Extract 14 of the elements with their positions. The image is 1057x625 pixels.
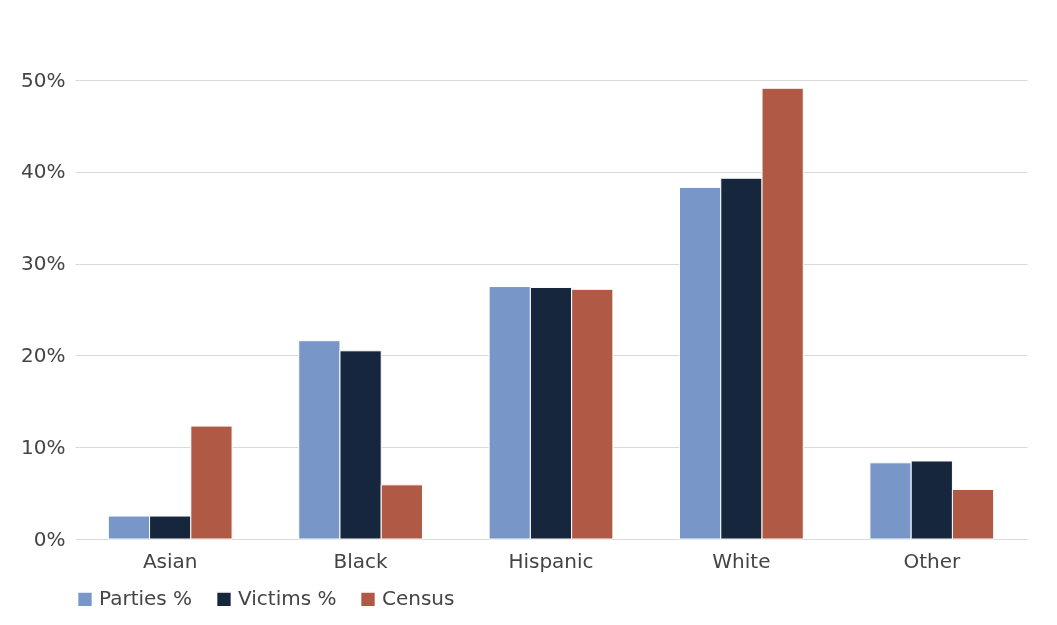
x-tick-label: Hispanic [508, 548, 594, 573]
x-tick-label: Other [903, 548, 961, 573]
y-tick-label: 40% [21, 159, 66, 184]
y-tick-label: 10% [21, 434, 66, 459]
y-tick-label: 50% [21, 67, 66, 92]
x-tick-label: White [712, 548, 771, 573]
y-tick-label: 0% [33, 526, 66, 551]
legend-label: Parties % [99, 586, 193, 611]
x-tick-label: Black [333, 548, 389, 573]
x-tick-label: Asian [142, 548, 198, 573]
legend-label: Census [382, 586, 455, 611]
y-tick-label: 20% [21, 342, 66, 367]
y-tick-label: 30% [21, 251, 66, 276]
legend-label: Victims % [238, 586, 337, 611]
